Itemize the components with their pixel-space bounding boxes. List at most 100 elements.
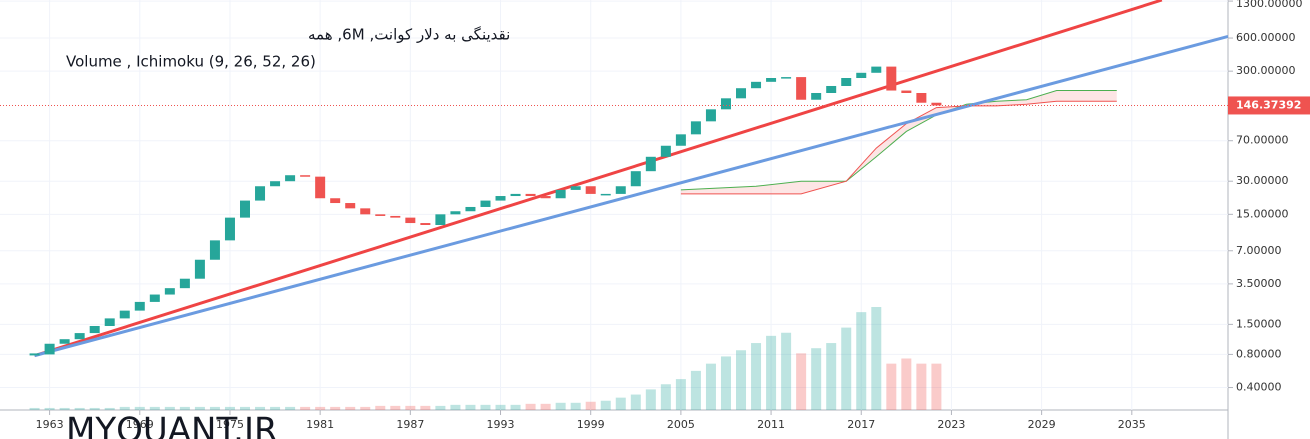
y-tick-label: 600.00000 xyxy=(1236,31,1296,44)
volume-bar xyxy=(315,406,326,410)
candle xyxy=(826,85,837,93)
candle xyxy=(89,325,100,334)
volume-bar xyxy=(811,348,822,410)
volume-bar xyxy=(300,406,311,410)
volume-bar xyxy=(209,406,220,410)
volume-bar xyxy=(766,335,777,410)
volume-bar xyxy=(59,407,70,410)
x-tick-label: 2005 xyxy=(667,418,695,431)
candle xyxy=(390,215,401,218)
volume-bar xyxy=(435,405,446,410)
candle xyxy=(660,145,671,157)
volume-bar xyxy=(104,407,115,410)
volume-bar xyxy=(540,403,551,410)
volume-bar xyxy=(585,401,596,410)
volume-bar xyxy=(285,406,296,410)
x-tick-label: 1993 xyxy=(487,418,515,431)
volume-bar xyxy=(239,406,250,410)
volume-bar xyxy=(74,407,85,410)
candle xyxy=(600,193,611,196)
volume-bar xyxy=(555,402,566,410)
candle xyxy=(525,193,536,197)
candle xyxy=(59,339,70,344)
y-tick-label: 70.00000 xyxy=(1236,134,1289,147)
x-tick-label: 2035 xyxy=(1118,418,1146,431)
candle xyxy=(901,90,912,93)
candle xyxy=(375,214,386,216)
volume-bar xyxy=(630,394,641,410)
volume-bar xyxy=(44,407,55,410)
candle xyxy=(285,175,296,182)
y-tick-label: 15.00000 xyxy=(1236,207,1289,220)
volume-bar xyxy=(675,379,686,410)
candle xyxy=(796,77,807,100)
volume-bar xyxy=(390,405,401,410)
candle xyxy=(330,198,341,204)
price-tag xyxy=(1228,96,1310,115)
volume-bar xyxy=(901,358,912,410)
candle xyxy=(270,181,281,187)
x-tick-label: 1999 xyxy=(577,418,605,431)
volume-bar xyxy=(360,406,371,410)
volume-bar xyxy=(600,400,611,410)
y-tick-label: 0.40000 xyxy=(1236,381,1282,394)
volume-bar xyxy=(480,404,491,410)
y-tick-label: 1.50000 xyxy=(1236,317,1282,330)
volume-bar xyxy=(660,384,671,410)
volume-bar xyxy=(781,332,792,410)
candle xyxy=(615,186,626,194)
candle xyxy=(104,318,115,326)
candle xyxy=(856,72,867,79)
candle xyxy=(781,77,792,79)
cloud-lower xyxy=(680,100,1117,195)
volume-bar xyxy=(916,363,927,410)
candle xyxy=(766,78,777,82)
candle xyxy=(179,278,190,289)
candle xyxy=(224,217,235,241)
volume-bar xyxy=(690,370,701,410)
volume-bar xyxy=(570,402,581,410)
candle xyxy=(345,203,356,209)
volume-bar xyxy=(720,356,731,410)
volume-bar xyxy=(375,405,386,410)
volume-bar xyxy=(330,406,341,410)
candle xyxy=(119,310,130,319)
price-tag-label: 146.37392 xyxy=(1236,98,1301,111)
x-tick-label: 2011 xyxy=(757,418,785,431)
volume-bar xyxy=(871,307,882,410)
volume-bar xyxy=(525,403,536,410)
x-tick-label: 2017 xyxy=(847,418,875,431)
x-tick-label: 1963 xyxy=(36,418,64,431)
y-tick-label: 300.00000 xyxy=(1236,64,1296,77)
candle xyxy=(751,81,762,89)
volume-bar xyxy=(450,404,461,410)
volume-bar xyxy=(886,363,897,410)
candle xyxy=(886,66,897,91)
volume-bar xyxy=(465,404,476,410)
candle xyxy=(194,259,205,279)
volume-bar xyxy=(510,404,521,410)
candle xyxy=(44,343,55,355)
volume-bar xyxy=(29,407,40,410)
candle xyxy=(720,98,731,110)
volume-bar xyxy=(405,405,416,410)
volume-bar xyxy=(751,343,762,410)
volume-bar xyxy=(420,405,431,410)
candle xyxy=(450,211,461,215)
candle xyxy=(841,78,852,86)
volume-bar xyxy=(841,327,852,410)
candle xyxy=(555,189,566,199)
watermark: MYQUANT.IR xyxy=(66,411,278,439)
candle xyxy=(300,175,311,177)
plot xyxy=(0,0,1229,410)
cloud-upper xyxy=(680,90,1117,191)
trendline xyxy=(34,35,1229,358)
candle xyxy=(480,200,491,207)
y-tick-label: 3.50000 xyxy=(1236,277,1282,290)
candle xyxy=(420,223,431,225)
volume-bar xyxy=(179,406,190,410)
candle xyxy=(149,294,160,302)
volume-bar xyxy=(705,363,716,410)
volume-bar xyxy=(149,406,160,410)
